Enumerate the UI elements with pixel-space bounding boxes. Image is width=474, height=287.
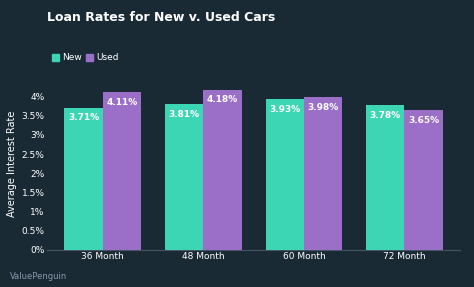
Bar bbox=[165, 104, 203, 250]
Text: 3.98%: 3.98% bbox=[307, 103, 338, 112]
Bar bbox=[64, 108, 103, 250]
Text: 3.81%: 3.81% bbox=[169, 110, 200, 119]
Bar bbox=[203, 90, 242, 250]
Text: 3.65%: 3.65% bbox=[408, 116, 439, 125]
Text: 3.71%: 3.71% bbox=[68, 113, 99, 123]
Bar bbox=[304, 97, 342, 250]
Bar bbox=[366, 105, 404, 250]
Bar bbox=[265, 99, 304, 250]
Text: 4.11%: 4.11% bbox=[106, 98, 137, 107]
Text: 3.78%: 3.78% bbox=[370, 111, 401, 120]
Bar bbox=[103, 92, 141, 250]
Text: Loan Rates for New v. Used Cars: Loan Rates for New v. Used Cars bbox=[47, 11, 276, 24]
Bar bbox=[404, 110, 443, 250]
Y-axis label: Average Interest Rate: Average Interest Rate bbox=[8, 110, 18, 217]
Legend: New, Used: New, Used bbox=[52, 53, 118, 62]
Text: 4.18%: 4.18% bbox=[207, 96, 238, 104]
Text: 3.93%: 3.93% bbox=[269, 105, 301, 114]
Text: ValuePenguin: ValuePenguin bbox=[9, 272, 67, 281]
